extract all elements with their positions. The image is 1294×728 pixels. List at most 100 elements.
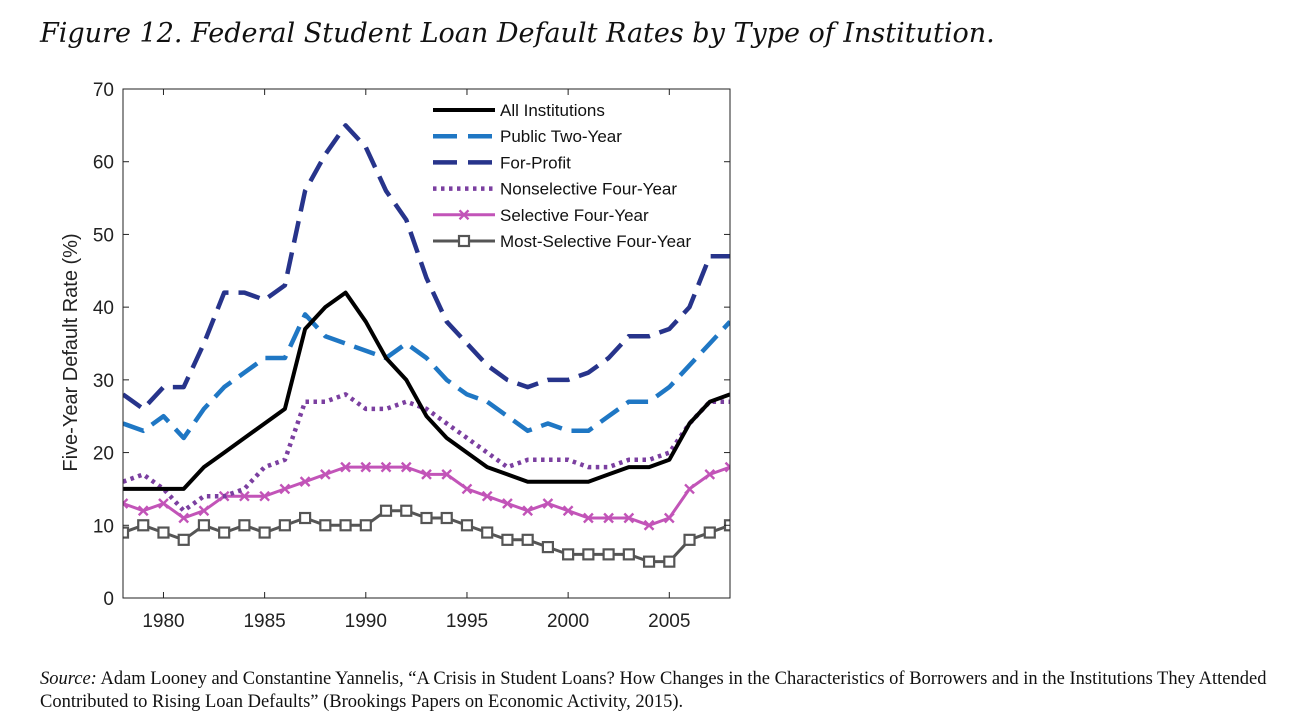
data-point-most-selective-four-year [562, 548, 575, 561]
x-tick-label: 1990 [345, 611, 387, 632]
data-point-most-selective-four-year [481, 526, 494, 539]
data-point-most-selective-four-year [177, 533, 190, 546]
x-tick-label: 1995 [446, 611, 488, 632]
legend-item-for-profit: For-Profit [433, 153, 571, 172]
data-point-most-selective-four-year [339, 519, 352, 532]
legend-label: All Institutions [500, 101, 605, 120]
data-point-selective-four-year [340, 461, 351, 473]
data-point-most-selective-four-year [541, 540, 555, 554]
data-point-selective-four-year [259, 490, 270, 502]
legend-item-public-two-year: Public Two-Year [433, 127, 622, 146]
data-point-most-selective-four-year [197, 519, 211, 532]
data-point-most-selective-four-year [663, 555, 676, 568]
data-point-selective-four-year [319, 469, 331, 480]
data-point-selective-four-year [704, 469, 716, 480]
data-point-most-selective-four-year [123, 526, 130, 539]
data-point-selective-four-year [123, 498, 129, 509]
data-point-selective-four-year [360, 461, 372, 473]
data-point-most-selective-four-year [137, 519, 150, 532]
data-point-selective-four-year [522, 505, 534, 517]
data-point-selective-four-year [421, 469, 432, 480]
legend-label: Nonselective Four-Year [500, 180, 677, 199]
data-point-selective-four-year [239, 490, 250, 502]
data-point-selective-four-year [542, 498, 554, 509]
y-tick-label: 20 [93, 444, 114, 465]
data-point-selective-four-year [643, 519, 655, 531]
data-point-selective-four-year [684, 483, 695, 495]
source-label: Source: [40, 669, 97, 689]
line-chart: 0 10 20 30 40 50 60 70 1980 1985 1990 1995 2000 2005 F… [60, 80, 731, 632]
data-point-most-selective-four-year [622, 548, 635, 561]
data-point-selective-four-year [198, 505, 210, 517]
data-point-selective-four-year [481, 490, 493, 502]
plot-frame [122, 88, 731, 599]
data-point-selective-four-year [400, 461, 412, 473]
data-point-most-selective-four-year [602, 548, 615, 561]
data-point-most-selective-four-year [359, 519, 372, 532]
legend-label: Most-Selective Four-Year [500, 232, 692, 251]
data-point-most-selective-four-year [299, 511, 312, 525]
data-point-selective-four-year [279, 483, 291, 495]
figure-title: Figure 12. Federal Student Loan Default … [40, 18, 995, 49]
series-line-all-institutions [123, 290, 730, 491]
series-line-public-two-year [123, 312, 730, 441]
series-line-for-profit [123, 123, 730, 412]
data-point-selective-four-year [724, 461, 730, 473]
y-tick-label: 10 [93, 516, 114, 537]
data-point-most-selective-four-year [218, 526, 231, 539]
data-point-most-selective-four-year [683, 533, 696, 546]
data-point-selective-four-year [461, 483, 473, 495]
legend-marker [458, 209, 470, 221]
legend-item-most-selective-four-year: Most-Selective Four-Year [433, 232, 692, 251]
data-point-most-selective-four-year [642, 555, 656, 568]
x-tick-label: 1985 [243, 611, 285, 632]
data-point-most-selective-four-year [379, 504, 393, 517]
x-tick-label: 2000 [547, 611, 589, 632]
x-tick-label: 1980 [142, 611, 184, 632]
series-for-profit [123, 123, 730, 412]
data-point-selective-four-year [441, 469, 453, 480]
data-point-most-selective-four-year [420, 511, 433, 525]
series-most-selective-four-year [123, 504, 730, 568]
y-tick-label: 30 [93, 371, 114, 392]
y-tick-label: 70 [93, 80, 114, 101]
source-text: Adam Looney and Constantine Yannelis, “A… [40, 669, 1267, 712]
legend-label: Public Two-Year [500, 127, 622, 146]
data-point-most-selective-four-year [501, 533, 514, 546]
data-point-selective-four-year [299, 476, 311, 488]
data-point-most-selective-four-year [400, 504, 413, 517]
data-point-selective-four-year [603, 512, 614, 524]
data-point-selective-four-year [562, 505, 574, 517]
axes-layer: 0 10 20 30 40 50 60 70 1980 1985 1990 1995 2000 2005 F… [60, 80, 731, 632]
data-point-most-selective-four-year [157, 526, 170, 539]
data-point-most-selective-four-year [278, 519, 291, 532]
legend-label: For-Profit [500, 153, 571, 172]
y-tick-label: 60 [93, 153, 114, 174]
data-point-selective-four-year [583, 512, 594, 524]
legend-item-selective-four-year: Selective Four-Year [433, 206, 649, 225]
data-point-selective-four-year [178, 512, 190, 524]
data-point-most-selective-four-year [703, 526, 716, 539]
data-point-selective-four-year [663, 512, 675, 524]
data-point-selective-four-year [502, 498, 513, 509]
legend: All Institutions Public Two-Year For-Profi… [433, 101, 692, 251]
x-tick-label: 2005 [648, 611, 690, 632]
data-point-selective-four-year [158, 498, 169, 509]
data-point-selective-four-year [137, 505, 149, 517]
data-point-most-selective-four-year [238, 519, 251, 532]
y-axis-label: Five-Year Default Rate (%) [60, 233, 82, 471]
series-layer [123, 123, 730, 568]
data-point-selective-four-year [623, 512, 635, 524]
source-note: Source: Adam Looney and Constantine Yann… [40, 668, 1270, 714]
data-point-most-selective-four-year [440, 511, 453, 525]
series-line-nonselective-four-year [123, 392, 730, 513]
legend-item-nonselective-four-year: Nonselective Four-Year [433, 180, 677, 199]
legend-marker [457, 234, 471, 248]
series-public-two-year [123, 312, 730, 441]
data-point-most-selective-four-year [258, 526, 271, 539]
data-point-most-selective-four-year [319, 519, 332, 532]
y-tick-label: 40 [93, 298, 114, 319]
series-all-institutions [123, 290, 730, 491]
legend-label: Selective Four-Year [500, 206, 649, 225]
data-point-most-selective-four-year [460, 519, 474, 532]
